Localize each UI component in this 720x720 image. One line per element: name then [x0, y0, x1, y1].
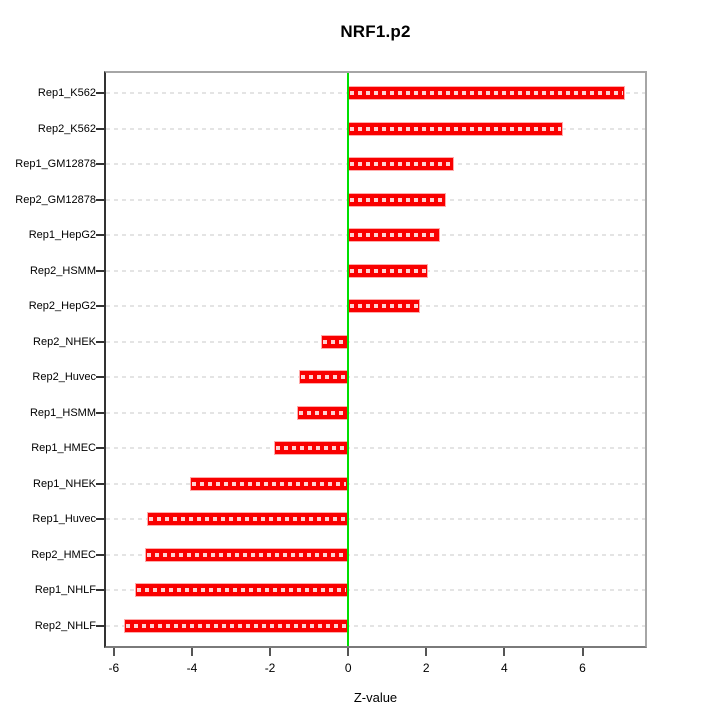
x-axis-tick: [425, 648, 428, 656]
bar-dash-pattern: [350, 233, 438, 238]
gridline: [106, 482, 645, 485]
y-tick-label-rep2_k562: Rep2_K562: [37, 122, 96, 135]
bar-rep2_hsmm: [348, 263, 429, 278]
y-axis-tick: [96, 482, 104, 485]
gridline: [106, 376, 645, 379]
bar-rep1_hepg2: [348, 228, 440, 243]
y-tick-label-rep1_hsmm: Rep1_HSMM: [29, 406, 96, 419]
zero-reference-line: [347, 73, 350, 646]
bar-rep1_nhek: [189, 476, 349, 491]
x-axis-title: Z-value: [353, 690, 398, 705]
y-tick-label-rep2_gm12878: Rep2_GM12878: [15, 193, 96, 206]
bar-dash-pattern: [275, 446, 347, 451]
x-tick-label-2: 2: [422, 661, 430, 675]
bar-rep2_hepg2: [348, 299, 421, 314]
gridline: [106, 625, 645, 627]
bar-rep1_nhlf: [135, 583, 349, 598]
bar-rep2_nhlf: [123, 619, 349, 633]
bar-rep2_k562: [348, 121, 563, 136]
x-tick-label-6: 6: [579, 661, 586, 675]
x-tick-label-4: 4: [501, 661, 508, 675]
x-tick-label--2: -2: [264, 661, 276, 675]
plot-area: [104, 71, 647, 648]
bar-dash-pattern: [147, 552, 347, 557]
x-tick-label-0: 0: [344, 661, 352, 675]
bar-rep1_hsmm: [297, 405, 349, 420]
y-axis-tick: [96, 92, 104, 94]
gridline: [106, 340, 645, 343]
bar-dash-pattern: [191, 481, 347, 486]
bar-rep1_huvec: [147, 512, 349, 527]
chart-title: NRF1.p2: [340, 22, 411, 41]
y-axis-tick: [96, 198, 104, 201]
x-axis-tick: [269, 648, 272, 656]
bar-rep2_nhek: [320, 334, 349, 349]
bar-dash-pattern: [322, 339, 347, 344]
y-tick-label-rep1_nhek: Rep1_NHEK: [33, 477, 96, 490]
x-tick-label--6: -6: [108, 661, 120, 675]
y-tick-label-rep1_hmec: Rep1_HMEC: [31, 442, 96, 455]
x-axis-tick: [112, 648, 115, 656]
x-axis-tick: [347, 648, 350, 656]
y-tick-label-rep2_hepg2: Rep2_HepG2: [28, 300, 96, 313]
y-axis-tick: [96, 127, 104, 130]
y-axis-tick: [96, 376, 104, 379]
x-axis-tick: [581, 648, 584, 656]
bar-rep2_huvec: [299, 370, 349, 385]
bar-rep2_hmec: [145, 547, 349, 562]
y-tick-label-rep2_hmec: Rep2_HMEC: [31, 548, 96, 561]
gridline: [106, 447, 645, 450]
y-axis-tick: [96, 518, 104, 521]
bar-rep1_k562: [348, 86, 626, 100]
x-axis-tick: [190, 648, 193, 656]
y-axis-tick: [96, 589, 104, 592]
y-tick-label-rep2_nhek: Rep2_NHEK: [33, 335, 96, 348]
y-axis-tick: [96, 553, 104, 556]
y-axis-tick: [96, 447, 104, 450]
y-axis-tick: [96, 163, 104, 166]
bar-dash-pattern: [137, 588, 347, 593]
y-tick-label-rep2_hsmm: Rep2_HSMM: [29, 264, 96, 277]
bar-dash-pattern: [299, 410, 347, 415]
y-axis-tick: [96, 234, 104, 237]
gridline: [106, 589, 645, 592]
y-axis-tick: [96, 340, 104, 343]
y-tick-label-rep1_gm12878: Rep1_GM12878: [15, 158, 96, 171]
gridline: [106, 411, 645, 414]
y-tick-label-rep2_nhlf: Rep2_NHLF: [34, 620, 96, 632]
bar-dash-pattern: [149, 517, 347, 522]
y-tick-label-rep1_hepg2: Rep1_HepG2: [28, 229, 96, 242]
bar-rep1_gm12878: [348, 157, 454, 172]
bar-dash-pattern: [350, 268, 427, 273]
y-tick-label-rep1_huvec: Rep1_Huvec: [32, 513, 96, 526]
bar-dash-pattern: [301, 375, 347, 380]
bar-dash-pattern: [350, 162, 452, 167]
gridline: [106, 518, 645, 521]
y-axis-tick: [96, 411, 104, 414]
bar-dash-pattern: [350, 197, 444, 202]
y-tick-label-rep1_k562: Rep1_K562: [37, 87, 96, 99]
bar-rep2_gm12878: [348, 192, 446, 207]
y-axis-tick: [96, 269, 104, 272]
x-tick-label--4: -4: [186, 661, 198, 675]
gridline: [106, 553, 645, 556]
bar-dash-pattern: [350, 126, 561, 131]
y-tick-label-rep2_huvec: Rep2_Huvec: [32, 371, 96, 384]
bar-dash-pattern: [350, 91, 624, 95]
bar-dash-pattern: [125, 624, 347, 628]
bar-rep1_hmec: [273, 441, 349, 456]
y-axis-tick: [96, 305, 104, 308]
y-axis-tick: [96, 625, 104, 627]
y-tick-label-rep1_nhlf: Rep1_NHLF: [34, 584, 96, 597]
x-axis-tick: [503, 648, 506, 656]
bar-dash-pattern: [350, 304, 419, 309]
